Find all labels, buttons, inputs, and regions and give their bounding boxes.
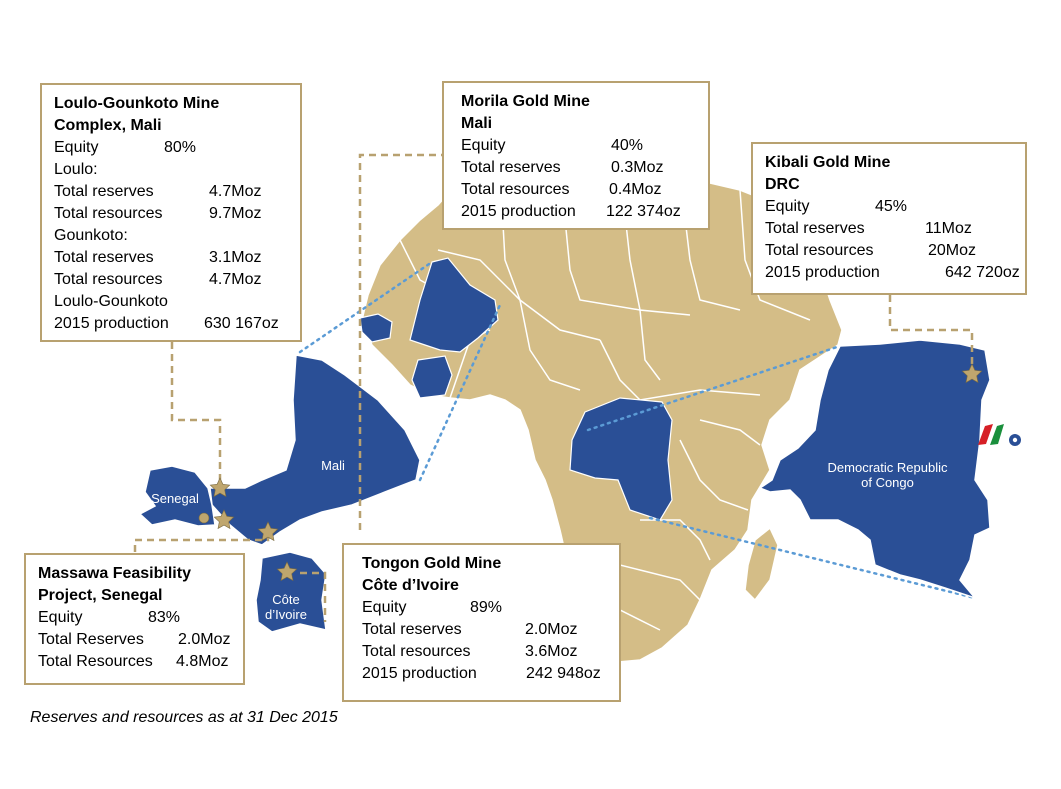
star-icon [257, 521, 279, 542]
morila-resources-row: Total resources 0.4Moz [461, 181, 662, 198]
cote-ivoire-large [255, 551, 327, 633]
tongon-resources-row: Total resources 3.6Moz [362, 643, 578, 660]
loulo-production-row: 2015 production 630 167oz [54, 315, 279, 332]
loulo-subheading: Loulo: [54, 161, 98, 178]
map-label-cote-line1: Côte [272, 592, 300, 607]
morila-info-box: Morila Gold Mine Mali Equity 40% Total re… [442, 81, 710, 230]
kibali-info-box: Kibali Gold Mine DRC Equity 45% Total res… [751, 142, 1027, 295]
mine-markers [198, 363, 983, 582]
massawa-reserves-row: Total Reserves 2.0Moz [38, 631, 231, 648]
map-label-drc-line2: of Congo [861, 475, 914, 490]
kibali-title-line2: DRC [765, 176, 800, 193]
loulo-reserves-row: Total reserves 4.7Moz [54, 183, 262, 200]
map-label-cote-ivoire: Côte d’Ivoire [255, 592, 317, 622]
tongon-reserves-row: Total reserves 2.0Moz [362, 621, 578, 638]
tongon-info-box: Tongon Gold Mine Côte d’Ivoire Equity 89%… [342, 543, 621, 702]
massawa-info-box: Massawa Feasibility Project, Senegal Equ… [24, 553, 245, 685]
kibali-resources-row: Total resources 20Moz [765, 242, 977, 259]
massawa-title-line1: Massawa Feasibility [38, 565, 191, 582]
star-icon [209, 477, 231, 498]
tongon-title-line2: Côte d’Ivoire [362, 577, 459, 594]
loulo-title-line1: Loulo-Gounkoto Mine [54, 95, 220, 112]
small-cote [411, 355, 453, 399]
drc-large [758, 339, 991, 600]
leader-lines [133, 153, 974, 622]
map-label-cote-line2: d’Ivoire [265, 607, 307, 622]
map-label-mali: Mali [321, 458, 345, 473]
morila-title-line2: Mali [461, 115, 493, 132]
star-icon [961, 363, 983, 384]
morila-production-row: 2015 production 122 374oz [461, 203, 681, 220]
gounkoto-resources-row: Total resources 4.7Moz [54, 271, 262, 288]
morila-equity-row: Equity 40% [461, 137, 644, 154]
star-icon [276, 561, 298, 582]
dot-icon [198, 512, 210, 524]
loulo-title-line2: Complex, Mali [54, 117, 162, 134]
madagascar [744, 526, 779, 602]
small-mali [409, 257, 499, 353]
map-label-senegal: Senegal [151, 491, 199, 506]
gounkoto-subheading: Gounkoto: [54, 227, 128, 244]
kibali-equity-row: Equity 45% [765, 198, 908, 215]
senegal-large [138, 465, 216, 527]
kibali-reserves-row: Total reserves 11Moz [765, 220, 972, 237]
kibali-production-row: 2015 production 642 720oz [765, 264, 1020, 281]
map-label-drc-line1: Democratic Republic [827, 460, 948, 475]
morila-title-line1: Morila Gold Mine [461, 93, 590, 110]
footnote: Reserves and resources as at 31 Dec 2015 [30, 709, 338, 726]
morila-reserves-row: Total reserves 0.3Moz [461, 159, 664, 176]
gounkoto-reserves-row: Total reserves 3.1Moz [54, 249, 262, 266]
kibali-title-line1: Kibali Gold Mine [765, 154, 891, 171]
tongon-title-line1: Tongon Gold Mine [362, 555, 502, 572]
mali-large [209, 354, 421, 546]
tongon-production-row: 2015 production 242 948oz [362, 665, 601, 682]
small-senegal [359, 313, 393, 343]
massawa-resources-row: Total Resources 4.8Moz [38, 653, 229, 670]
map-label-drc: Democratic Republic of Congo [805, 460, 970, 490]
tongon-equity-row: Equity 89% [362, 599, 503, 616]
loulo-equity-row: Equity 80% [54, 139, 197, 156]
massawa-equity-row: Equity 83% [38, 609, 181, 626]
massawa-title-line2: Project, Senegal [38, 587, 163, 604]
logo-icon [978, 424, 1021, 446]
loulo-resources-row: Total resources 9.7Moz [54, 205, 262, 222]
star-icon [213, 509, 235, 530]
loulo-gounkoto-info-box: Loulo-Gounkoto Mine Complex, Mali Equity… [40, 83, 302, 342]
zoom-lines [298, 260, 977, 600]
loulo-gounkoto-subheading: Loulo-Gounkoto [54, 293, 168, 310]
